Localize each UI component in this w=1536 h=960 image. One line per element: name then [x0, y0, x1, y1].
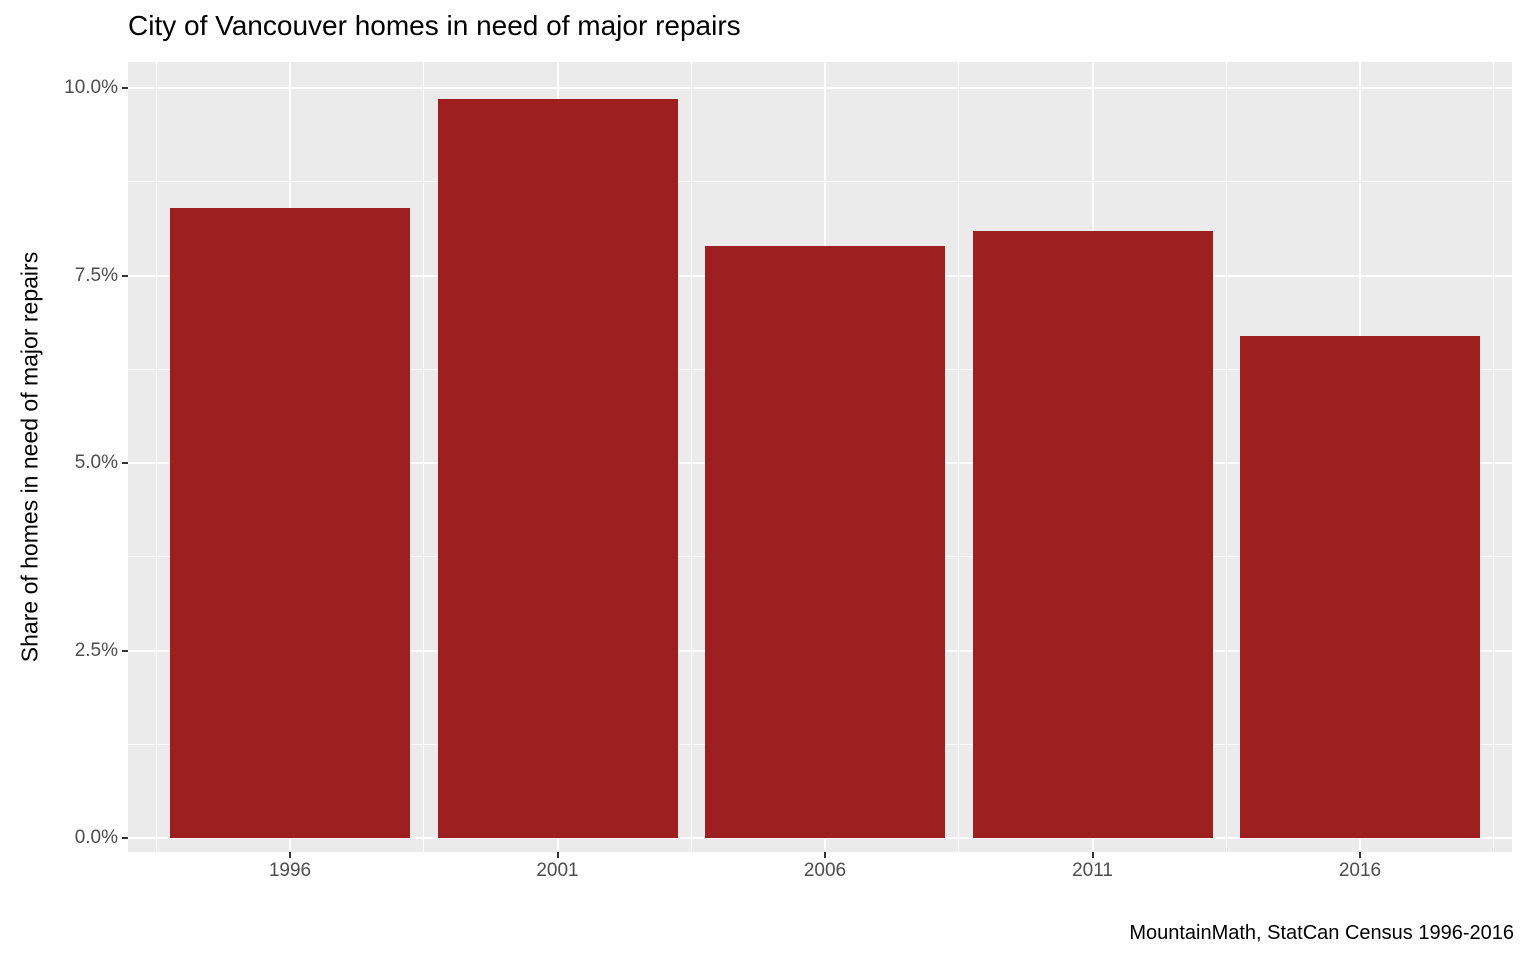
- y-tick-mark: [122, 649, 128, 652]
- gridline-minor-v: [1225, 62, 1227, 852]
- y-tick-mark: [122, 274, 128, 277]
- gridline-minor-v: [690, 62, 692, 852]
- x-tick-mark: [1091, 852, 1094, 858]
- x-tick-mark: [556, 852, 559, 858]
- bar-2016: [1240, 335, 1480, 838]
- x-tick-mark: [1359, 852, 1361, 858]
- x-tick-label-1996: 1996: [268, 860, 312, 881]
- bar-2011: [972, 230, 1213, 838]
- bar-2001: [437, 99, 678, 838]
- bar-1996: [170, 208, 410, 838]
- y-tick-label-5.0pct: 5.0%: [74, 452, 118, 473]
- y-tick-mark: [122, 87, 128, 89]
- x-tick-mark: [289, 852, 291, 858]
- x-tick-label-2016: 2016: [1338, 860, 1382, 881]
- gridline-major-h: [128, 837, 1512, 839]
- chart-title: City of Vancouver homes in need of major…: [128, 10, 741, 41]
- chart-caption: MountainMath, StatCan Census 1996-2016: [1129, 922, 1514, 944]
- y-tick-label-0.0pct: 0.0%: [74, 827, 118, 848]
- y-tick-mark: [122, 837, 128, 839]
- x-tick-mark: [824, 852, 826, 858]
- y-tick-mark: [122, 462, 128, 464]
- gridline-major-h: [128, 87, 1512, 89]
- gridline-minor-v: [1493, 62, 1495, 852]
- plot-panel: [128, 62, 1512, 852]
- bar-2006: [705, 245, 945, 838]
- gridline-minor-v: [155, 62, 157, 852]
- gridline-minor-v: [958, 62, 960, 852]
- y-tick-label-10.0pct: 10.0%: [64, 77, 118, 98]
- x-tick-label-2011: 2011: [1072, 860, 1113, 881]
- x-tick-label-2001: 2001: [536, 860, 579, 881]
- y-tick-label-7.5pct: 7.5%: [74, 264, 118, 286]
- gridline-minor-h: [128, 181, 1512, 183]
- y-tick-label-2.5pct: 2.5%: [74, 639, 118, 661]
- gridline-minor-v: [423, 62, 425, 852]
- x-tick-label-2006: 2006: [803, 860, 847, 881]
